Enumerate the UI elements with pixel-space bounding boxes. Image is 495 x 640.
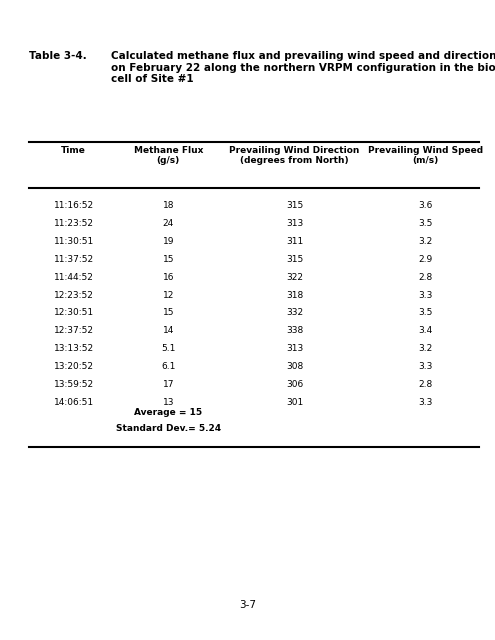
Text: 14: 14 bbox=[163, 326, 174, 335]
Text: 15: 15 bbox=[162, 308, 174, 317]
Text: 311: 311 bbox=[286, 237, 303, 246]
Text: 332: 332 bbox=[286, 308, 303, 317]
Text: 24: 24 bbox=[163, 219, 174, 228]
Text: 315: 315 bbox=[286, 255, 303, 264]
Text: 3.5: 3.5 bbox=[418, 219, 432, 228]
Text: 3.4: 3.4 bbox=[418, 326, 432, 335]
Text: 16: 16 bbox=[162, 273, 174, 282]
Text: 301: 301 bbox=[286, 398, 303, 407]
Text: 13:59:52: 13:59:52 bbox=[53, 380, 94, 389]
Text: 2.8: 2.8 bbox=[418, 380, 432, 389]
Text: 13:20:52: 13:20:52 bbox=[54, 362, 94, 371]
Text: Table 3-4.: Table 3-4. bbox=[29, 51, 87, 61]
Text: Prevailing Wind Direction
(degrees from North): Prevailing Wind Direction (degrees from … bbox=[229, 146, 360, 165]
Text: 338: 338 bbox=[286, 326, 303, 335]
Text: Prevailing Wind Speed
(m/s): Prevailing Wind Speed (m/s) bbox=[368, 146, 483, 165]
Text: 11:23:52: 11:23:52 bbox=[54, 219, 94, 228]
Text: 322: 322 bbox=[286, 273, 303, 282]
Text: Calculated methane flux and prevailing wind speed and direction measured
on Febr: Calculated methane flux and prevailing w… bbox=[111, 51, 495, 84]
Text: 306: 306 bbox=[286, 380, 303, 389]
Text: 15: 15 bbox=[162, 255, 174, 264]
Text: 11:16:52: 11:16:52 bbox=[53, 201, 94, 210]
Text: Standard Dev.= 5.24: Standard Dev.= 5.24 bbox=[116, 424, 221, 433]
Text: 3-7: 3-7 bbox=[239, 600, 256, 610]
Text: 19: 19 bbox=[162, 237, 174, 246]
Text: 3.2: 3.2 bbox=[418, 344, 432, 353]
Text: 3.5: 3.5 bbox=[418, 308, 432, 317]
Text: 11:30:51: 11:30:51 bbox=[53, 237, 94, 246]
Text: 2.8: 2.8 bbox=[418, 273, 432, 282]
Text: 18: 18 bbox=[162, 201, 174, 210]
Text: 318: 318 bbox=[286, 291, 303, 300]
Text: 313: 313 bbox=[286, 219, 303, 228]
Text: 3.3: 3.3 bbox=[418, 362, 432, 371]
Text: 12: 12 bbox=[163, 291, 174, 300]
Text: 3.3: 3.3 bbox=[418, 398, 432, 407]
Text: Time: Time bbox=[61, 146, 86, 155]
Text: 3.3: 3.3 bbox=[418, 291, 432, 300]
Text: 13:13:52: 13:13:52 bbox=[53, 344, 94, 353]
Text: Methane Flux
(g/s): Methane Flux (g/s) bbox=[134, 146, 203, 165]
Text: 11:44:52: 11:44:52 bbox=[54, 273, 94, 282]
Text: 5.1: 5.1 bbox=[161, 344, 176, 353]
Text: 12:23:52: 12:23:52 bbox=[54, 291, 94, 300]
Text: 6.1: 6.1 bbox=[161, 362, 176, 371]
Text: 3.2: 3.2 bbox=[418, 237, 432, 246]
Text: 3.6: 3.6 bbox=[418, 201, 432, 210]
Text: 13: 13 bbox=[162, 398, 174, 407]
Text: 12:30:51: 12:30:51 bbox=[53, 308, 94, 317]
Text: 11:37:52: 11:37:52 bbox=[53, 255, 94, 264]
Text: Average = 15: Average = 15 bbox=[134, 408, 202, 417]
Text: 2.9: 2.9 bbox=[418, 255, 432, 264]
Text: 313: 313 bbox=[286, 344, 303, 353]
Text: 315: 315 bbox=[286, 201, 303, 210]
Text: 12:37:52: 12:37:52 bbox=[54, 326, 94, 335]
Text: 308: 308 bbox=[286, 362, 303, 371]
Text: 14:06:51: 14:06:51 bbox=[53, 398, 94, 407]
Text: 17: 17 bbox=[162, 380, 174, 389]
